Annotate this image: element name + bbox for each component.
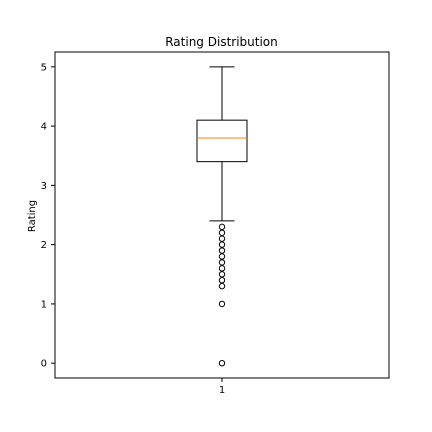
chart-title: Rating Distribution [165,35,278,49]
outlier-point [218,241,226,248]
outlier-point [218,229,226,236]
y-tick-label: 2 [41,240,47,251]
outlier-point [218,259,226,266]
outlier-point [218,271,226,278]
outlier-point [218,223,226,231]
y-tick-label: 5 [41,62,47,73]
outlier-point [218,235,226,242]
outlier-point [218,253,226,260]
outlier-point [218,247,226,254]
outlier-point [218,300,226,308]
outlier-point [218,265,226,272]
outlier-point [218,359,226,367]
y-tick-label: 3 [41,181,47,192]
x-tick-label: 1 [219,385,225,396]
y-tick-label: 0 [41,359,47,370]
y-tick-label: 1 [41,299,47,310]
y-axis-label: Rating [27,200,38,232]
outlier-point [218,282,226,290]
y-tick-label: 4 [41,122,47,133]
interquartile-box [196,119,248,163]
plot-area: 0 1 2 3 4 5 1 [41,51,390,396]
outlier-point [218,277,226,284]
